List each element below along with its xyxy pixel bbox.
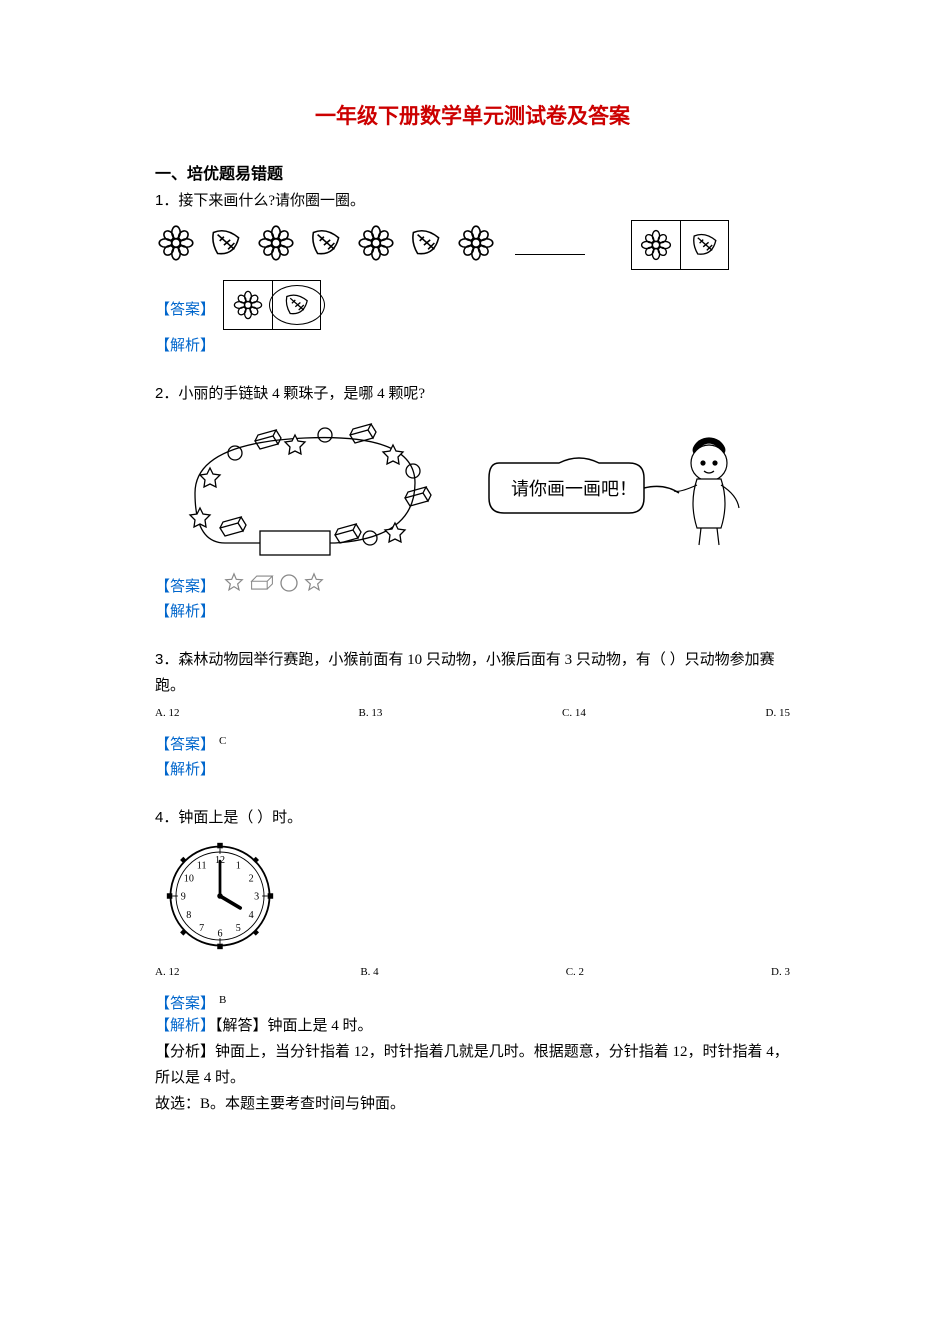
q2-prompt: 小丽的手链缺 4 颗珠子，是哪 4 颗呢? [178,386,425,402]
q4-analysis-line1: 【解析】【解答】钟面上是 4 时。 [155,1013,790,1039]
analysis-label: 【解析】 [155,600,790,621]
answer-label: 【答案】 [155,733,215,754]
q2-num: 2． [155,385,178,402]
svg-text:6: 6 [217,928,222,939]
flower-icon [355,222,397,269]
svg-text:9: 9 [181,892,186,903]
q2-answer-shapes [223,572,325,594]
q1-answer-line: 【答案】 [155,280,790,330]
option-b: B. 4 [360,966,565,978]
svg-text:3: 3 [254,892,259,903]
star-icon [223,572,245,594]
page-title: 一年级下册数学单元测试卷及答案 [155,100,790,130]
q4-answer-line: 【答案】 B [155,986,790,1013]
q1-pattern-row [155,220,790,270]
blank-underline [515,235,585,255]
leaf-icon [305,222,347,269]
q4-analysis-line2: 【分析】钟面上，当分针指着 12，时针指着几就是几时。根据题意，分针指着 12，… [155,1039,790,1091]
analysis-text-1: 【解答】钟面上是 4 时。 [215,1018,373,1034]
option-d: D. 3 [771,966,790,978]
option-c: C. 2 [566,966,771,978]
option-b: B. 13 [359,707,563,719]
q2-text: 2．小丽的手链缺 4 颗珠子，是哪 4 颗呢? [155,381,790,407]
question-3: 3．森林动物园举行赛跑，小猴前面有 10 只动物，小猴后面有 3 只动物，有（ … [155,647,790,779]
svg-text:1: 1 [236,861,241,872]
option-a: A. 12 [155,707,359,719]
leaf-icon [272,281,320,329]
q4-text: 4．钟面上是（ ）时。 [155,805,790,831]
star-icon [303,572,325,594]
q3-answer: C [219,735,226,747]
option-a: A. 12 [155,966,360,978]
analysis-label: 【解析】 [155,334,790,355]
question-4: 4．钟面上是（ ）时。 1212 345 678 91011 [155,805,790,1117]
svg-text:8: 8 [186,910,191,921]
analysis-label: 【解析】 [155,1018,215,1034]
svg-text:2: 2 [249,873,254,884]
option-d: D. 15 [766,707,790,719]
leaf-icon [680,221,728,269]
question-1: 1．接下来画什么?请你圈一圈。 【答案】 【解析】 [155,188,790,355]
flower-icon [255,222,297,269]
q4-analysis-line3: 故选：B。本题主要考查时间与钟面。 [155,1091,790,1117]
q4-options: A. 12 B. 4 C. 2 D. 3 [155,966,790,978]
q4-answer: B [219,994,226,1006]
answer-label: 【答案】 [155,992,215,1013]
q2-figure-row: 请你画一画吧！ [155,413,790,563]
q1-text: 1．接下来画什么?请你圈一圈。 [155,188,790,214]
svg-text:5: 5 [236,923,241,934]
svg-text:7: 7 [199,923,204,934]
bracelet-diagram [155,413,455,563]
q3-num: 3． [155,651,178,668]
circle-annotation [269,285,325,325]
svg-text:10: 10 [184,873,194,884]
option-c: C. 14 [562,707,766,719]
clock-diagram: 1212 345 678 91011 [165,841,790,956]
q3-answer-line: 【答案】 C [155,727,790,754]
cuboid-icon [249,573,275,593]
circle-icon [279,573,299,593]
q1-answer-box [223,280,321,330]
section-heading: 一、培优题易错题 [155,160,790,184]
speech-text: 请你画一画吧！ [511,479,637,499]
answer-label: 【答案】 [155,298,215,319]
q1-prompt: 接下来画什么?请你圈一圈。 [178,193,365,209]
q4-num: 4． [155,809,178,826]
q1-choice-box [631,220,729,270]
question-2: 2．小丽的手链缺 4 颗珠子，是哪 4 颗呢? [155,381,790,621]
svg-text:4: 4 [249,910,254,921]
flower-icon [455,222,497,269]
flower-icon [224,281,272,329]
q3-prompt: 森林动物园举行赛跑，小猴前面有 10 只动物，小猴后面有 3 只动物，有（ ）只… [155,652,775,694]
leaf-icon [405,222,447,269]
speech-bubble-figure: 请你画一画吧！ [479,423,759,553]
svg-text:11: 11 [197,861,207,872]
q2-answer-line: 【答案】 [155,569,790,596]
q3-options: A. 12 B. 13 C. 14 D. 15 [155,707,790,719]
q4-prompt: 钟面上是（ ）时。 [178,810,302,826]
flower-icon [632,221,680,269]
flower-icon [155,222,197,269]
answer-label: 【答案】 [155,575,215,596]
q3-text: 3．森林动物园举行赛跑，小猴前面有 10 只动物，小猴后面有 3 只动物，有（ … [155,647,790,699]
q1-num: 1． [155,192,178,209]
analysis-label: 【解析】 [155,758,790,779]
leaf-icon [205,222,247,269]
